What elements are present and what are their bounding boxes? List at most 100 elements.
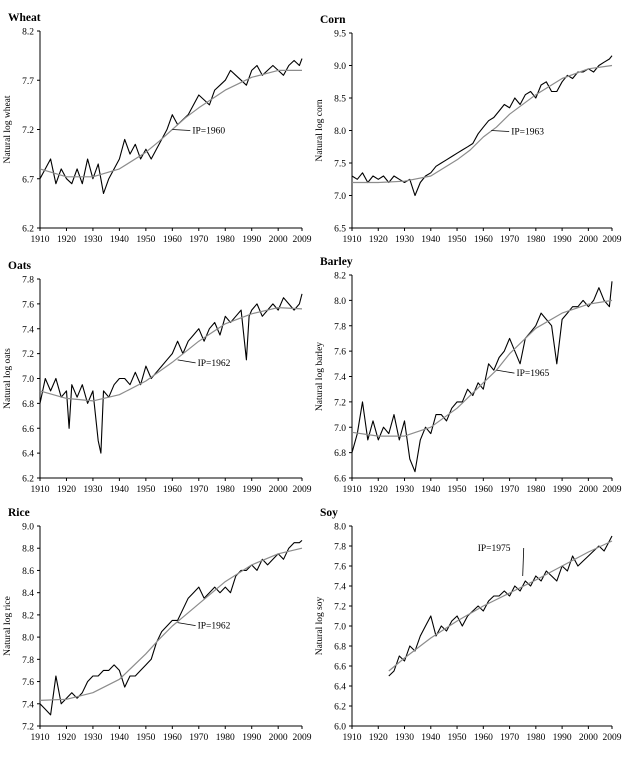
y-tick-label: 7.6 (22, 300, 34, 310)
x-tick-label: 1960 (474, 235, 493, 245)
x-tick-label: 1990 (553, 733, 572, 743)
y-tick-label: 7.7 (22, 77, 34, 87)
annotation-leader-line (496, 369, 515, 374)
x-tick-label: 1930 (395, 485, 414, 495)
y-tick-label: 7.8 (334, 543, 346, 553)
inflection-point-label: IP=1962 (198, 359, 231, 369)
x-tick-label: 1980 (526, 235, 545, 245)
x-tick-label: 2000 (269, 733, 288, 743)
y-tick-label: 6.6 (22, 425, 34, 435)
y-tick-label: 8.2 (22, 611, 34, 621)
x-tick-label: 1960 (163, 485, 182, 495)
fitted-curve (352, 64, 613, 184)
chart-title: Wheat (8, 12, 41, 24)
x-tick-label: 2009 (293, 733, 312, 743)
y-tick-label: 6.4 (334, 683, 346, 693)
inflection-point-label: IP=1975 (478, 544, 511, 554)
chart-panel-soy: Soy Natural log soy 6.0 6.2 6.4 6.6 6.8 7.0 7.2 7… (315, 507, 622, 743)
y-tick-label: 6.8 (334, 449, 346, 459)
y-tick-label: 6.6 (334, 663, 346, 673)
x-tick-label: 1990 (553, 235, 572, 245)
x-tick-label: 1990 (242, 733, 261, 743)
observed-series-line (351, 281, 613, 473)
x-tick-label: 1940 (421, 485, 440, 495)
fitted-curve (351, 299, 613, 437)
y-tick-label: 7.8 (22, 276, 34, 286)
y-axis-label: Natural log wheat (3, 95, 13, 163)
y-tick-label: 7.4 (22, 325, 34, 335)
x-tick-label: 1950 (136, 235, 155, 245)
y-tick-label: 7.5 (334, 160, 346, 170)
y-tick-label: 8.8 (22, 545, 34, 555)
y-tick-label: 7.8 (22, 656, 34, 666)
y-tick-label: 8.5 (334, 95, 346, 105)
chart-title: Soy (320, 507, 338, 519)
x-tick-label: 1910 (31, 485, 50, 495)
x-tick-label: 1940 (110, 485, 129, 495)
x-tick-label: 1970 (500, 733, 519, 743)
y-tick-label: 6.5 (334, 225, 346, 235)
y-tick-label: 7.8 (334, 322, 346, 332)
y-tick-label: 9.0 (334, 62, 346, 72)
x-tick-label: 1980 (216, 733, 235, 743)
y-tick-label: 8.4 (22, 589, 34, 599)
y-tick-label: 6.7 (22, 175, 34, 185)
y-tick-label: 7.2 (334, 603, 346, 613)
x-tick-label: 1930 (83, 733, 102, 743)
y-axis-label: Natural log soy (315, 596, 325, 655)
y-tick-label: 8.0 (22, 634, 34, 644)
x-tick-label: 1980 (526, 733, 545, 743)
y-tick-label: 6.2 (22, 225, 34, 235)
x-tick-label: 2000 (269, 235, 288, 245)
y-tick-label: 7.0 (334, 623, 346, 633)
x-tick-label: 1950 (448, 485, 467, 495)
annotation-leader-line (177, 622, 196, 627)
y-tick-label: 7.0 (334, 192, 346, 202)
fitted-curve (39, 547, 303, 701)
y-axis-label: Natural log barley (315, 342, 325, 411)
chart-panel-barley: Barley Natural log barley 6.6 6.8 7.0 7.2 7.4 7… (315, 256, 622, 495)
y-tick-label: 8.2 (334, 272, 346, 282)
y-tick-label: 7.2 (334, 398, 346, 408)
x-tick-label: 1950 (448, 235, 467, 245)
annotation-leader-line (491, 130, 510, 132)
observed-series-line (39, 293, 303, 454)
y-tick-label: 6.0 (334, 723, 346, 733)
fitted-curve (39, 307, 303, 402)
chart-panel-wheat: Wheat Natural log wheat 6.2 6.7 7.2 7.7 8.2 191… (3, 12, 312, 245)
y-tick-label: 8.0 (334, 127, 346, 137)
annotation-leader-line (522, 547, 525, 577)
y-tick-label: 9.5 (334, 30, 346, 40)
x-tick-label: 1940 (110, 235, 129, 245)
x-tick-label: 1960 (474, 485, 493, 495)
y-tick-label: 7.2 (22, 723, 34, 733)
chart-panel-corn: Corn Natural log corn 6.5 7.0 7.5 8.0 8.5 9.0 9.… (315, 14, 622, 245)
annotation-leader-line (172, 129, 191, 131)
x-tick-label: 1920 (369, 235, 388, 245)
y-tick-label: 6.4 (22, 450, 34, 460)
x-tick-label: 1920 (369, 485, 388, 495)
x-tick-label: 1970 (189, 485, 208, 495)
annotation-leader-line (177, 359, 196, 364)
x-tick-label: 1930 (395, 235, 414, 245)
chart-panel-rice: Rice Natural log rice 7.2 7.4 7.6 7.8 8.0 8.2 8.… (3, 507, 312, 743)
x-tick-label: 1940 (421, 733, 440, 743)
x-tick-label: 2009 (293, 485, 312, 495)
y-tick-label: 8.0 (334, 297, 346, 307)
x-tick-label: 1910 (31, 733, 50, 743)
x-tick-label: 1970 (189, 733, 208, 743)
chart-title: Oats (8, 260, 32, 272)
inflection-point-label: IP=1963 (511, 128, 544, 138)
y-tick-label: 7.4 (334, 583, 346, 593)
x-tick-label: 1950 (448, 733, 467, 743)
y-axis-label: Natural log rice (3, 596, 13, 656)
y-tick-label: 9.0 (22, 523, 34, 533)
x-tick-label: 2000 (579, 733, 598, 743)
y-tick-label: 6.6 (334, 475, 346, 485)
inflection-point-label: IP=1965 (516, 369, 549, 379)
x-tick-label: 2009 (603, 733, 622, 743)
x-tick-label: 1990 (242, 485, 261, 495)
x-tick-label: 1920 (57, 485, 76, 495)
chart-panel-oats: Oats Natural log oats 6.2 6.4 6.6 6.8 7.0 7.2 7.… (3, 260, 312, 495)
